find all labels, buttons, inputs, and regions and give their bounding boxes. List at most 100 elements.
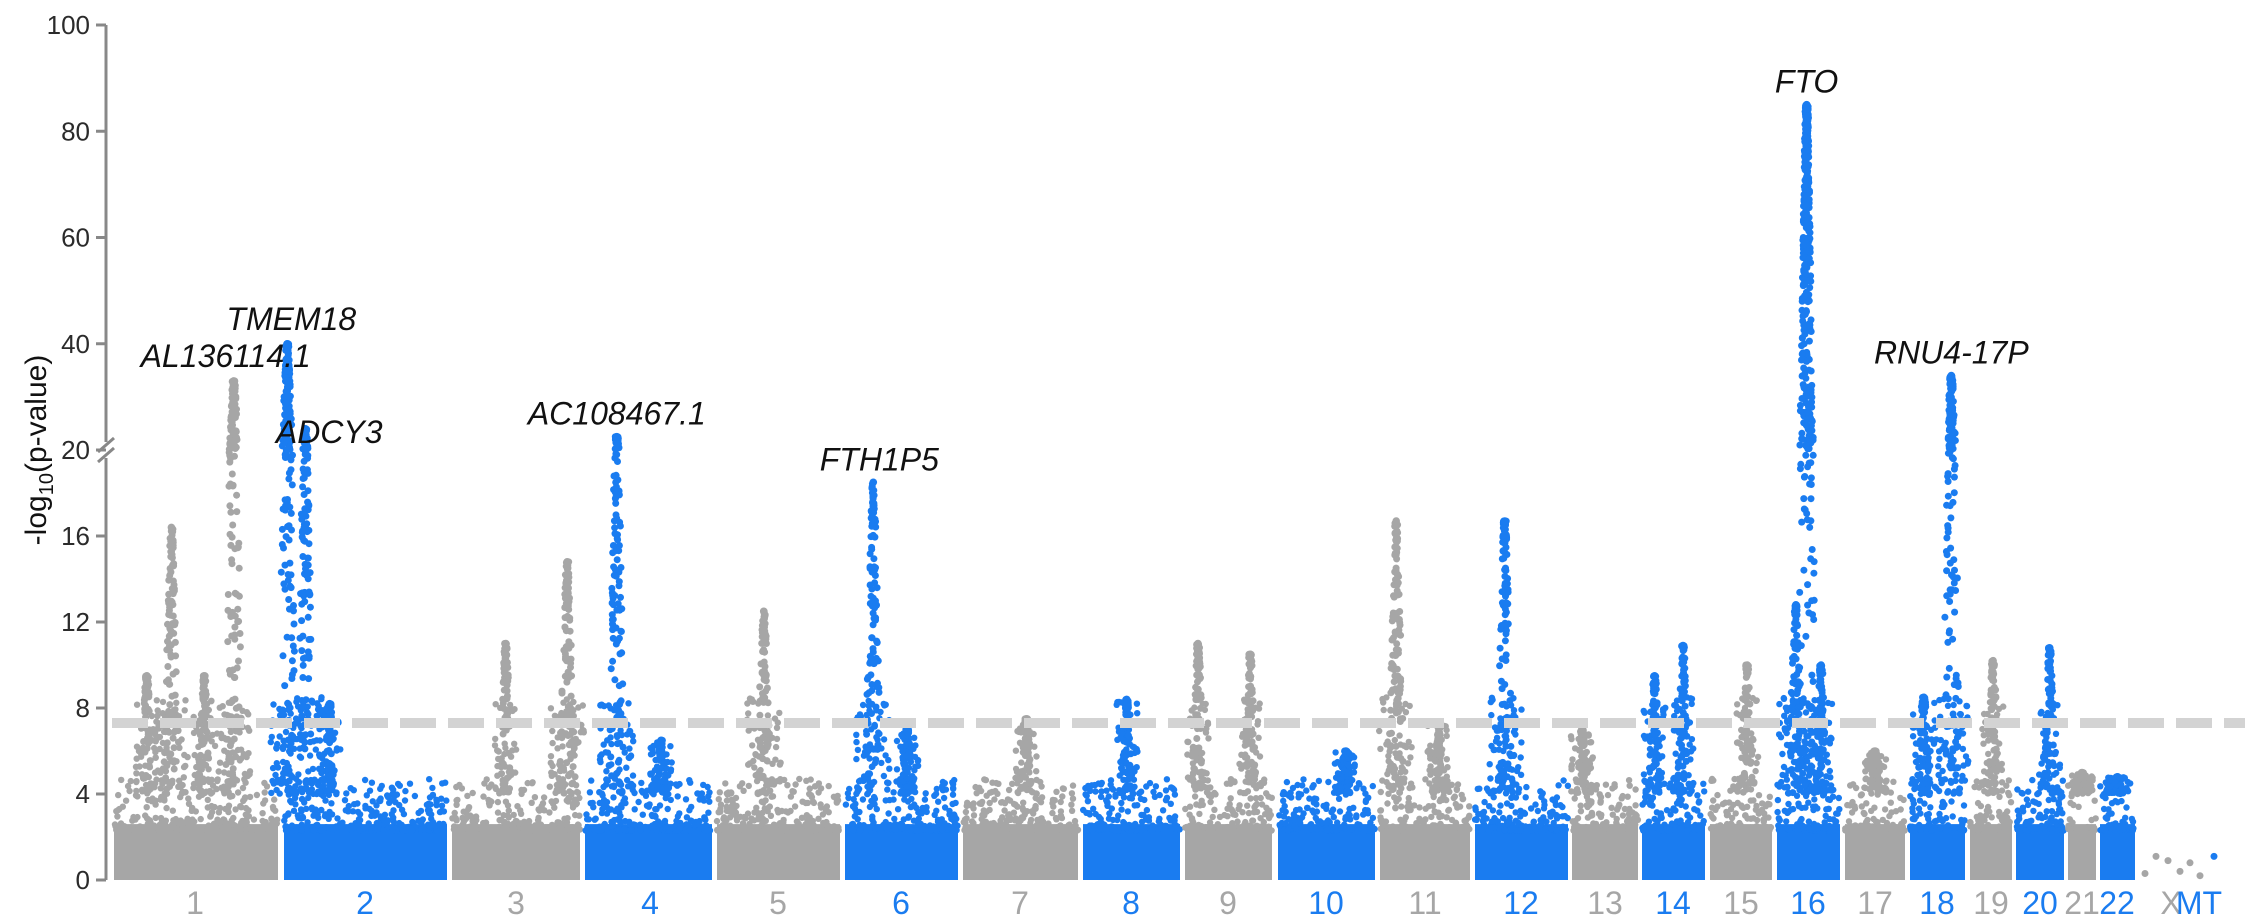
snp-point xyxy=(153,697,160,704)
snp-point xyxy=(598,809,606,817)
snp-point xyxy=(815,815,822,822)
snp-point xyxy=(299,661,307,669)
snp-point xyxy=(1387,826,1395,834)
snp-point xyxy=(748,815,755,822)
snp-point xyxy=(584,816,591,823)
snp-point xyxy=(1774,796,1782,804)
snp-point xyxy=(549,727,556,735)
snp-point xyxy=(623,764,630,771)
snp-point xyxy=(268,821,275,828)
snp-point xyxy=(142,772,150,779)
snp-point xyxy=(630,738,637,745)
snp-point xyxy=(952,820,959,828)
snp-point xyxy=(1890,825,1897,833)
snp-point xyxy=(1508,826,1515,834)
snp-point xyxy=(1707,810,1714,818)
snp-point xyxy=(1917,810,1924,817)
snp-point xyxy=(1937,825,1944,832)
snp-point xyxy=(1252,802,1259,809)
snp-point xyxy=(823,806,830,813)
snp-point xyxy=(769,734,776,741)
snp-point xyxy=(500,789,507,796)
snp-point xyxy=(1167,800,1175,807)
snp-point xyxy=(1512,809,1519,816)
snp-point xyxy=(1942,827,1950,834)
snp-point xyxy=(502,763,509,770)
snp-point xyxy=(1442,824,1449,832)
snp-point xyxy=(850,826,857,834)
snp-point xyxy=(297,754,305,761)
snp-point xyxy=(141,705,148,712)
snp-point xyxy=(304,613,312,621)
snp-point xyxy=(1590,820,1597,827)
snp-point xyxy=(2097,783,2104,790)
snp-point xyxy=(1990,827,1997,834)
snp-point xyxy=(1010,800,1018,808)
snp-point xyxy=(261,789,268,796)
snp-point xyxy=(1609,811,1617,818)
peak-top-point xyxy=(229,377,238,385)
chromosome-5-density xyxy=(717,824,840,880)
snp-point xyxy=(152,814,159,822)
snp-point xyxy=(298,827,305,834)
snp-point xyxy=(1597,798,1604,805)
snp-point xyxy=(1497,802,1504,809)
snp-point xyxy=(300,474,308,482)
snp-point xyxy=(907,803,915,811)
snp-point xyxy=(142,680,150,688)
snp-point xyxy=(792,781,799,788)
snp-point xyxy=(298,808,305,815)
snp-point xyxy=(612,547,620,555)
snp-point xyxy=(373,802,380,809)
snp-point xyxy=(1149,827,1156,834)
snp-point xyxy=(1492,816,1499,824)
snp-point xyxy=(566,707,573,714)
snp-point xyxy=(259,810,266,817)
snp-point xyxy=(241,794,249,801)
snp-point xyxy=(1282,808,1289,815)
snp-point xyxy=(1304,827,1312,834)
snp-point xyxy=(231,631,239,639)
snp-point xyxy=(1334,819,1341,826)
snp-point xyxy=(1362,798,1370,806)
snp-point xyxy=(246,727,253,734)
snp-point xyxy=(1162,822,1169,829)
snp-point xyxy=(1795,803,1803,810)
snp-point xyxy=(1532,826,1539,833)
snp-point xyxy=(234,618,242,626)
snp-point xyxy=(608,761,615,768)
snp-point xyxy=(283,377,291,384)
snp-point xyxy=(637,827,644,834)
snp-point xyxy=(1318,819,1326,827)
snp-point xyxy=(1933,817,1940,824)
snp-point xyxy=(1619,812,1627,819)
snp-point xyxy=(300,536,308,544)
snp-point xyxy=(854,816,861,823)
snp-point xyxy=(1343,815,1351,822)
snp-point xyxy=(127,777,134,785)
snp-point xyxy=(791,803,799,810)
snp-point xyxy=(598,790,606,797)
snp-point xyxy=(1038,783,1045,790)
snp-point xyxy=(1369,826,1376,834)
snp-point xyxy=(1672,807,1679,814)
snp-point xyxy=(288,822,296,829)
snp-point xyxy=(2141,870,2149,877)
snp-point xyxy=(328,811,336,818)
snp-point xyxy=(636,822,644,829)
snp-point xyxy=(608,599,616,607)
snp-point xyxy=(763,782,770,789)
snp-point xyxy=(1105,815,1113,822)
snp-point xyxy=(687,817,695,824)
snp-point xyxy=(655,818,662,825)
snp-point xyxy=(978,800,985,807)
snp-point xyxy=(122,826,129,834)
snp-point xyxy=(433,796,440,803)
snp-point xyxy=(1331,825,1339,833)
snp-point xyxy=(1849,781,1857,788)
snp-point xyxy=(1900,818,1908,825)
snp-point xyxy=(1138,818,1146,825)
snp-point xyxy=(287,509,295,517)
snp-point xyxy=(1710,777,1717,784)
snp-point xyxy=(1762,803,1770,810)
